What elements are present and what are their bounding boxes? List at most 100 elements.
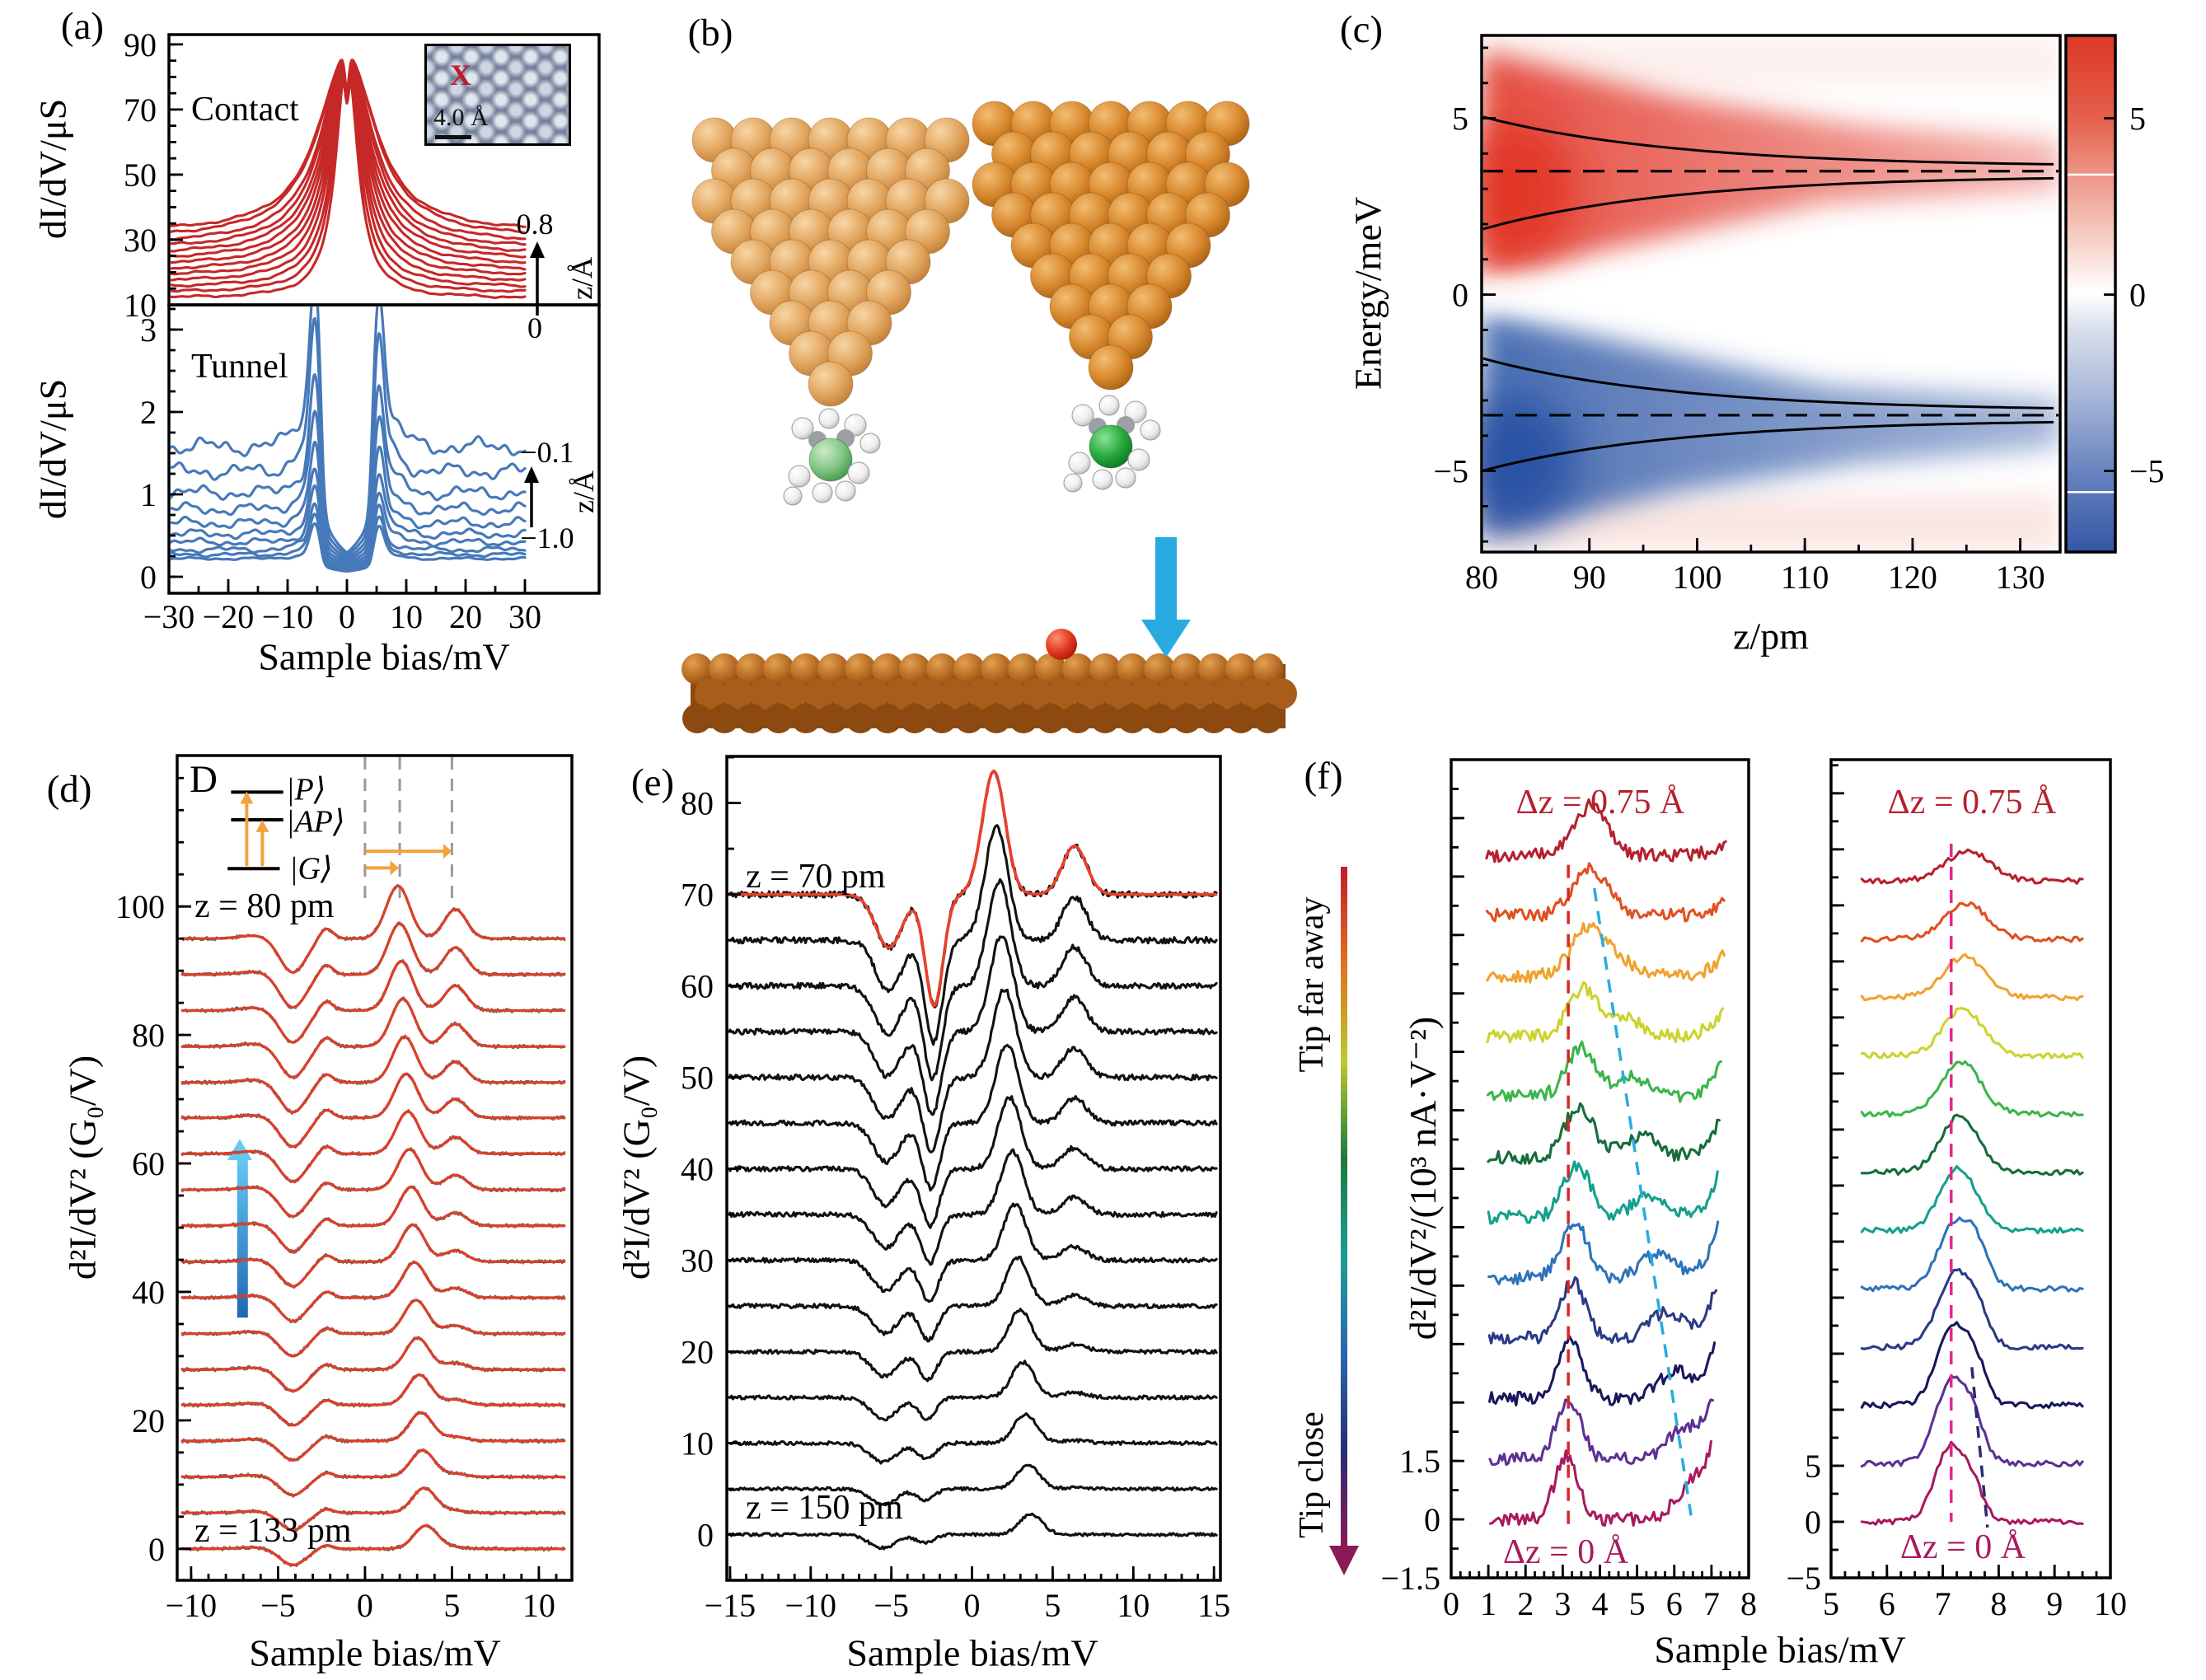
tick-label: −10 — [166, 1587, 218, 1624]
inset-x-marker: X — [450, 58, 471, 91]
d-fit-curve — [180, 1110, 566, 1183]
d-fit-curve — [180, 1411, 566, 1462]
f-left-curve — [1485, 862, 1726, 923]
a-ylabel-bottom: dI/dV/μS — [31, 378, 74, 520]
e-data-curve — [728, 1095, 1218, 1229]
f-right-curve — [1860, 952, 2084, 1002]
d-data-curve — [181, 1373, 566, 1427]
tick-label: 1 — [140, 476, 157, 513]
d-fit-curve — [180, 922, 566, 1009]
inset-scalebar — [435, 135, 471, 139]
c-ylabel: Energy/meV — [1347, 196, 1389, 391]
contact-curve — [171, 67, 527, 276]
tick-label: 9 — [2046, 1585, 2063, 1622]
tick-label: 0 — [339, 598, 355, 635]
f-right-curve — [1860, 1440, 2084, 1526]
tick-label: −5 — [1786, 1560, 1821, 1597]
e-data-curve — [728, 824, 1218, 1046]
tick-label: 110 — [1781, 559, 1829, 596]
panel-letter-d: (d) — [46, 768, 92, 811]
positive-band — [1483, 51, 2058, 277]
tick-label: 80 — [1465, 559, 1498, 596]
panel-a-bottom-frame — [167, 303, 601, 595]
d-fit-curve — [180, 1336, 566, 1392]
d-fit-curve — [180, 1373, 566, 1427]
e-data-curve — [728, 1255, 1218, 1343]
stm-topography-inset: X 4.0 Å — [424, 44, 571, 146]
tick-label: 0 — [1443, 1585, 1459, 1622]
f-navy-dashed — [1970, 1367, 1989, 1528]
d-data-curve — [181, 1448, 566, 1498]
f-tip-far-label: Tip far away — [1293, 896, 1331, 1073]
tick-label: 4 — [1592, 1585, 1609, 1622]
a-z-axis-top: z/Å — [565, 257, 598, 300]
tunnel-curve — [171, 512, 527, 571]
f-right-dz-bottom: Δz = 0 Å — [1899, 1528, 2026, 1566]
tick-label: 40 — [681, 1151, 714, 1188]
tick-label: 100 — [1672, 559, 1721, 596]
e-data-curve — [728, 1463, 1218, 1507]
e-data-curve — [728, 1359, 1218, 1422]
level-shift-curve — [1483, 357, 2054, 409]
colorbar-tick: −5 — [2129, 453, 2165, 490]
tick-label: 70 — [681, 877, 714, 914]
tick-label: 7 — [1935, 1585, 1951, 1622]
tunnel-curve — [171, 502, 527, 569]
d-fit-curve — [180, 1186, 566, 1253]
heatmap — [1483, 37, 2058, 550]
contact-curve — [171, 60, 527, 246]
tick-label: 60 — [132, 1145, 165, 1182]
f-left-curve — [1485, 798, 1727, 863]
tick-label: 10 — [124, 287, 157, 324]
tick-label: 130 — [1996, 559, 2045, 596]
a-z-max-top: 0.8 — [516, 208, 554, 241]
d-data-curve — [181, 1336, 566, 1393]
e-data-curve — [728, 877, 1218, 1082]
tick-label: 7 — [1703, 1585, 1720, 1622]
d-data-curve — [181, 1072, 566, 1149]
d-fit-curve — [180, 1524, 566, 1567]
tick-label: 3 — [1554, 1585, 1571, 1622]
d-fit-curve — [180, 1448, 566, 1497]
tick-label: 1.5 — [1399, 1443, 1440, 1480]
tick-label: 6 — [1879, 1585, 1895, 1622]
e-z-bottom-label: z = 150 pm — [746, 1489, 903, 1527]
tick-label: 80 — [132, 1017, 165, 1054]
tick-label: 90 — [1573, 559, 1606, 596]
d-z-bottom-label: z = 133 pm — [194, 1512, 352, 1550]
f-right-curve — [1860, 1113, 2084, 1177]
f-right-curve — [1860, 1267, 2084, 1351]
f-right-curve — [1860, 901, 2084, 943]
tip-distance-arrow — [1341, 867, 1347, 1549]
f-left-curve — [1487, 1220, 1720, 1286]
f-xlabel: Sample bias/mV — [1654, 1628, 1906, 1671]
tick-label: 100 — [115, 888, 165, 925]
panel-letter-c: (c) — [1339, 8, 1384, 51]
tick-label: 30 — [681, 1242, 714, 1280]
tick-label: 6 — [1666, 1585, 1683, 1622]
tick-label: 0 — [964, 1587, 981, 1624]
tick-label: 5 — [1452, 101, 1468, 138]
a-z-min-top: 0 — [527, 311, 542, 344]
tick-label: 30 — [124, 222, 157, 259]
d-fit-curve — [180, 884, 566, 974]
f-right-dz-top: Δz = 0.75 Å — [1887, 784, 2057, 821]
f-right-curve — [1860, 1216, 2084, 1293]
tick-label: 0 — [1424, 1501, 1440, 1538]
level-shift-curve — [1483, 115, 2054, 166]
tunnel-curve — [171, 484, 527, 568]
d-fit-curve — [180, 1261, 566, 1323]
f-right-curve — [1860, 1164, 2084, 1235]
f-right-curve — [1860, 848, 2084, 885]
contact-curve — [171, 58, 527, 228]
panel-letter-a: (a) — [60, 5, 105, 48]
tick-label: 10 — [2094, 1585, 2127, 1622]
tick-label: 0 — [1452, 277, 1468, 314]
f-left-curve — [1487, 1160, 1719, 1225]
d-fit-curve — [180, 1072, 566, 1149]
f-cyan-dashed — [1593, 887, 1693, 1516]
tick-label: 10 — [390, 598, 423, 635]
tick-label: −5 — [1433, 453, 1468, 490]
e-data-curve — [728, 1512, 1218, 1551]
f-left-dz-bottom: Δz = 0 Å — [1502, 1533, 1629, 1571]
